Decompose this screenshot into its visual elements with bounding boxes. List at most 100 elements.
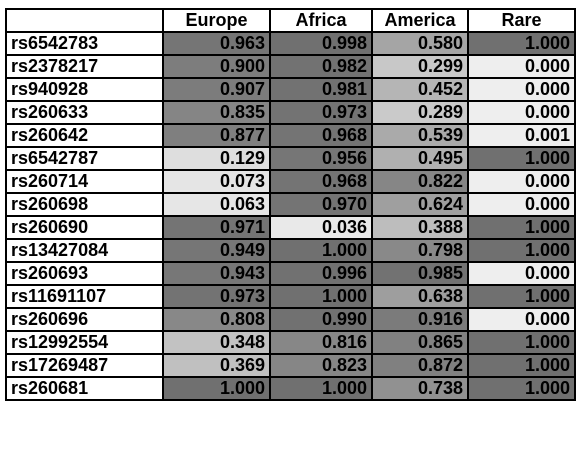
- cell-america: 0.638: [371, 284, 469, 309]
- cell-europe: 0.949: [162, 238, 271, 263]
- cell-africa: 0.968: [269, 123, 373, 148]
- cell-europe: 0.973: [162, 284, 271, 309]
- row-label: rs260633: [5, 100, 164, 125]
- row-label: rs260693: [5, 261, 164, 286]
- cell-rare: 0.000: [467, 100, 576, 125]
- header-row: Europe Africa America Rare: [5, 8, 576, 33]
- cell-europe: 0.907: [162, 77, 271, 102]
- cell-america: 0.388: [371, 215, 469, 240]
- row-label: rs260690: [5, 215, 164, 240]
- table-row: rs6542787 0.129 0.956 0.495 1.000: [5, 146, 576, 171]
- cell-africa: 1.000: [269, 238, 373, 263]
- cell-europe: 0.073: [162, 169, 271, 194]
- cell-america: 0.872: [371, 353, 469, 378]
- table-row: rs12992554 0.348 0.816 0.865 1.000: [5, 330, 576, 355]
- cell-rare: 1.000: [467, 146, 576, 171]
- table-row: rs940928 0.907 0.981 0.452 0.000: [5, 77, 576, 102]
- table-row: rs260642 0.877 0.968 0.539 0.001: [5, 123, 576, 148]
- cell-africa: 0.981: [269, 77, 373, 102]
- cell-africa: 0.956: [269, 146, 373, 171]
- cell-rare: 0.000: [467, 307, 576, 332]
- cell-america: 0.289: [371, 100, 469, 125]
- cell-rare: 0.000: [467, 192, 576, 217]
- cell-europe: 0.808: [162, 307, 271, 332]
- row-label: rs260698: [5, 192, 164, 217]
- table-body: rs6542783 0.963 0.998 0.580 1.000 rs2378217 0.…: [5, 31, 576, 401]
- cell-africa: 0.036: [269, 215, 373, 240]
- row-label: rs6542783: [5, 31, 164, 56]
- cell-america: 0.580: [371, 31, 469, 56]
- cell-africa: 0.973: [269, 100, 373, 125]
- table-row: rs260714 0.073 0.968 0.822 0.000: [5, 169, 576, 194]
- column-header-america: America: [371, 8, 469, 33]
- cell-europe: 0.900: [162, 54, 271, 79]
- cell-america: 0.865: [371, 330, 469, 355]
- table-row: rs260693 0.943 0.996 0.985 0.000: [5, 261, 576, 286]
- cell-america: 0.299: [371, 54, 469, 79]
- cell-africa: 1.000: [269, 284, 373, 309]
- cell-rare: 1.000: [467, 215, 576, 240]
- table-row: rs260690 0.971 0.036 0.388 1.000: [5, 215, 576, 240]
- table-row: rs260633 0.835 0.973 0.289 0.000: [5, 100, 576, 125]
- cell-rare: 0.001: [467, 123, 576, 148]
- cell-rare: 1.000: [467, 31, 576, 56]
- row-label: rs17269487: [5, 353, 164, 378]
- cell-europe: 0.369: [162, 353, 271, 378]
- cell-america: 0.798: [371, 238, 469, 263]
- cell-europe: 0.877: [162, 123, 271, 148]
- cell-rare: 1.000: [467, 353, 576, 378]
- row-label: rs260696: [5, 307, 164, 332]
- cell-africa: 0.996: [269, 261, 373, 286]
- row-label: rs260681: [5, 376, 164, 401]
- table-row: rs6542783 0.963 0.998 0.580 1.000: [5, 31, 576, 56]
- cell-rare: 1.000: [467, 330, 576, 355]
- cell-europe: 0.063: [162, 192, 271, 217]
- cell-rare: 0.000: [467, 54, 576, 79]
- cell-africa: 0.970: [269, 192, 373, 217]
- row-label: rs11691107: [5, 284, 164, 309]
- table-row: rs2378217 0.900 0.982 0.299 0.000: [5, 54, 576, 79]
- row-label: rs13427084: [5, 238, 164, 263]
- cell-america: 0.539: [371, 123, 469, 148]
- row-label: rs12992554: [5, 330, 164, 355]
- cell-rare: 1.000: [467, 376, 576, 401]
- cell-europe: 0.963: [162, 31, 271, 56]
- cell-america: 0.916: [371, 307, 469, 332]
- cell-america: 0.624: [371, 192, 469, 217]
- row-label: rs260642: [5, 123, 164, 148]
- cell-america: 0.738: [371, 376, 469, 401]
- table-row: rs260696 0.808 0.990 0.916 0.000: [5, 307, 576, 332]
- cell-africa: 0.968: [269, 169, 373, 194]
- cell-africa: 0.816: [269, 330, 373, 355]
- row-label: rs6542787: [5, 146, 164, 171]
- column-header-rare: Rare: [467, 8, 576, 33]
- cell-africa: 0.982: [269, 54, 373, 79]
- row-label: rs260714: [5, 169, 164, 194]
- cell-rare: 0.000: [467, 77, 576, 102]
- cell-europe: 0.835: [162, 100, 271, 125]
- cell-rare: 1.000: [467, 284, 576, 309]
- cell-europe: 0.348: [162, 330, 271, 355]
- table-row: rs11691107 0.973 1.000 0.638 1.000: [5, 284, 576, 309]
- cell-america: 0.495: [371, 146, 469, 171]
- table-row: rs260681 1.000 1.000 0.738 1.000: [5, 376, 576, 401]
- cell-africa: 0.823: [269, 353, 373, 378]
- cell-africa: 1.000: [269, 376, 373, 401]
- cell-africa: 0.990: [269, 307, 373, 332]
- table-row: rs17269487 0.369 0.823 0.872 1.000: [5, 353, 576, 378]
- cell-america: 0.822: [371, 169, 469, 194]
- cell-europe: 0.971: [162, 215, 271, 240]
- table-row: rs13427084 0.949 1.000 0.798 1.000: [5, 238, 576, 263]
- cell-rare: 0.000: [467, 169, 576, 194]
- column-header-europe: Europe: [162, 8, 271, 33]
- snp-frequency-table: Europe Africa America Rare rs6542783 0.96…: [5, 8, 576, 401]
- table-header: Europe Africa America Rare: [5, 8, 576, 33]
- corner-cell: [5, 8, 164, 33]
- row-label: rs940928: [5, 77, 164, 102]
- cell-europe: 0.943: [162, 261, 271, 286]
- cell-rare: 1.000: [467, 238, 576, 263]
- cell-europe: 1.000: [162, 376, 271, 401]
- table-row: rs260698 0.063 0.970 0.624 0.000: [5, 192, 576, 217]
- cell-africa: 0.998: [269, 31, 373, 56]
